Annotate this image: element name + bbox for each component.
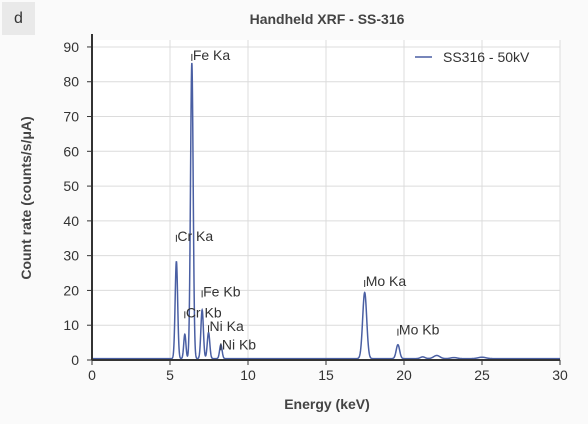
panel-label: d xyxy=(2,2,35,35)
y-tick-label: 0 xyxy=(71,352,79,368)
x-tick-label: 25 xyxy=(474,367,490,383)
x-tick-label: 30 xyxy=(552,367,568,383)
x-tick-label: 20 xyxy=(396,367,412,383)
chart-title: Handheld XRF - SS-316 xyxy=(250,11,405,27)
y-tick-label: 90 xyxy=(63,39,79,55)
y-tick-label: 20 xyxy=(63,282,79,298)
y-axis-title: Count rate (counts/s/μA) xyxy=(18,116,34,279)
peak-annotation: Fe Kb xyxy=(203,283,241,299)
legend-label: SS316 - 50kV xyxy=(443,49,530,65)
series-lines xyxy=(92,62,560,360)
grid xyxy=(91,40,561,361)
y-tick-label: 10 xyxy=(63,317,79,333)
x-tick-label: 5 xyxy=(166,367,174,383)
axes xyxy=(87,34,561,365)
x-tick-label: 0 xyxy=(88,367,96,383)
x-tick-label: 10 xyxy=(240,367,256,383)
peak-annotation: Ni Kb xyxy=(222,336,256,352)
x-axis-title: Energy (keV) xyxy=(284,396,370,412)
peak-annotation: Mo Kb xyxy=(399,322,440,338)
peak-annotation: Cr Kb xyxy=(186,304,222,320)
y-tick-label: 80 xyxy=(63,74,79,90)
peak-annotation: Cr Ka xyxy=(177,228,213,244)
tick-labels: 0 5 10 15 20 25 30 0 10 20 30 40 50 60 70 80 90 xyxy=(63,39,568,383)
peak-annotation: Fe Ka xyxy=(193,47,231,63)
y-tick-label: 50 xyxy=(63,178,79,194)
y-tick-label: 60 xyxy=(63,143,79,159)
x-tick-label: 15 xyxy=(318,367,334,383)
y-tick-label: 40 xyxy=(63,213,79,229)
peak-annotation: Mo Ka xyxy=(366,273,407,289)
y-tick-label: 30 xyxy=(63,248,79,264)
y-tick-label: 70 xyxy=(63,109,79,125)
peak-annotation: Ni Ka xyxy=(210,318,244,334)
legend: SS316 - 50kV xyxy=(415,49,530,65)
series-line xyxy=(92,62,560,360)
